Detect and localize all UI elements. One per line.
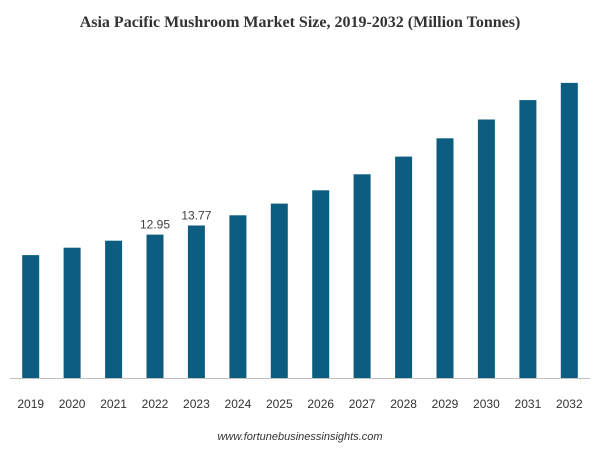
bar-2021: [105, 240, 123, 378]
x-tick-label-2029: 2029: [432, 397, 459, 411]
data-label-2022: 12.95: [140, 218, 170, 232]
x-tick-labels: 2019 2020 2021 2022 2023 2024 2025 2026 2027 2028…: [17, 397, 583, 411]
bar-2028: [395, 156, 413, 378]
x-tick-label-2031: 2031: [515, 397, 542, 411]
bars-group: [22, 82, 578, 379]
data-label-2023: 13.77: [181, 209, 211, 223]
bar-2027: [353, 174, 371, 378]
bar-2031: [519, 100, 537, 378]
bar-2026: [312, 190, 330, 378]
x-tick-label-2022: 2022: [142, 397, 169, 411]
source-credit: www.fortunebusinessinsights.com: [217, 431, 383, 443]
x-tick-label-2019: 2019: [17, 397, 44, 411]
bar-2020: [63, 247, 81, 378]
x-tick-label-2021: 2021: [100, 397, 127, 411]
x-tick-label-2024: 2024: [225, 397, 252, 411]
bar-2029: [436, 138, 454, 378]
bar-2019: [22, 255, 40, 378]
bar-2023: [187, 225, 205, 378]
bar-2030: [477, 119, 495, 378]
bar-2022: [146, 234, 164, 378]
x-tick-label-2030: 2030: [473, 397, 500, 411]
bar-2024: [229, 215, 247, 379]
data-labels: 12.95 13.77: [140, 209, 212, 232]
bar-2032: [560, 82, 578, 379]
chart-title: Asia Pacific Mushroom Market Size, 2019-…: [79, 14, 521, 31]
x-tick-label-2028: 2028: [390, 397, 417, 411]
x-tick-label-2020: 2020: [59, 397, 86, 411]
x-tick-label-2032: 2032: [556, 397, 583, 411]
x-tick-label-2026: 2026: [307, 397, 334, 411]
x-tick-label-2025: 2025: [266, 397, 293, 411]
x-tick-label-2023: 2023: [183, 397, 210, 411]
bar-2025: [270, 203, 288, 378]
x-tick-label-2027: 2027: [349, 397, 376, 411]
